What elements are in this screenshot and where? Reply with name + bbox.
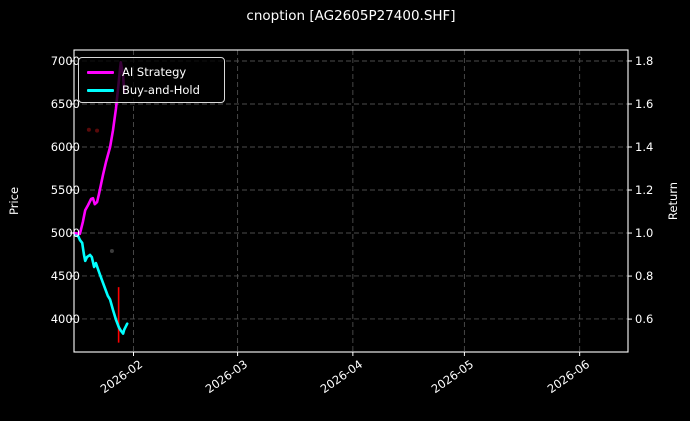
faint-dot-marker <box>109 249 114 254</box>
buy-and-hold-line-sample <box>87 88 114 92</box>
return-tick-label: 0.8 <box>635 269 654 284</box>
price-tick-label: 4000 <box>50 311 80 326</box>
faint-dot-marker <box>86 127 91 132</box>
price-tick-label: 6000 <box>50 139 80 154</box>
series-line-buy-and-hold <box>72 231 129 335</box>
price-tick-label: 4500 <box>50 268 80 283</box>
faint-dot-marker <box>95 128 100 133</box>
right-axis-label: Return <box>666 181 680 221</box>
return-tick-label: 1.6 <box>635 96 654 111</box>
return-tick-label: 1.2 <box>635 183 654 198</box>
legend-item-buy-and-hold: Buy-and-Hold <box>87 81 216 99</box>
legend-label-ai-strategy: AI Strategy <box>122 65 187 79</box>
price-tick-label: 7000 <box>50 54 80 68</box>
return-tick-label: 1.8 <box>635 53 654 68</box>
return-tick-label: 0.6 <box>635 312 654 327</box>
left-axis-label: Price <box>7 186 21 216</box>
legend-label-buy-and-hold: Buy-and-Hold <box>122 83 200 97</box>
axes-spines <box>73 49 629 353</box>
price-tick-label: 5500 <box>50 182 80 197</box>
price-tick-label: 5000 <box>50 225 80 240</box>
legend-item-ai-strategy: AI Strategy <box>87 63 216 81</box>
legend: AI Strategy Buy-and-Hold <box>78 57 225 103</box>
return-tick-label: 1.4 <box>635 140 654 154</box>
return-tick-label: 1.0 <box>635 226 654 241</box>
price-tick-label: 6500 <box>50 97 80 111</box>
chart-title: cnoption [AG2605P27400.SHF] <box>246 8 456 24</box>
ai-strategy-line-sample <box>87 70 114 74</box>
